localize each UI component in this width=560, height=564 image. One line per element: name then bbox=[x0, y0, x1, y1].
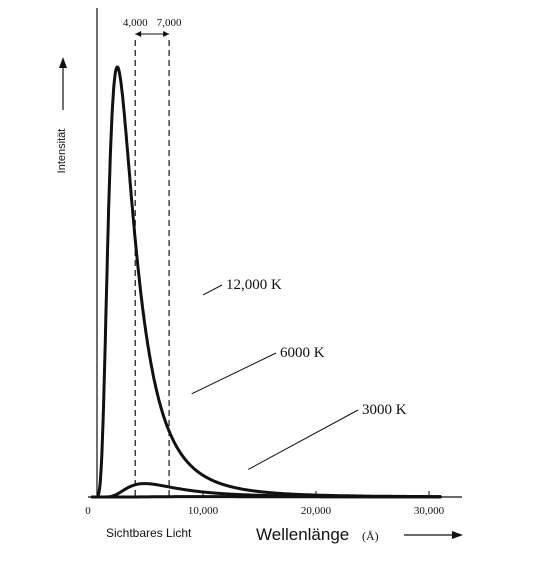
y-axis-title: Intensität bbox=[56, 129, 68, 174]
y-axis-title-group: Intensität bbox=[56, 57, 68, 173]
y-axis-arrowhead-icon bbox=[59, 57, 67, 68]
series-label: 12,000 K bbox=[226, 277, 282, 293]
series-leader-line bbox=[202, 284, 223, 296]
series-curves bbox=[90, 65, 442, 499]
x-tick-label: 0 bbox=[85, 505, 91, 517]
x-axis-unit: (Å) bbox=[362, 529, 379, 543]
series-label: 6000 K bbox=[280, 345, 325, 361]
series-labels: 12,000 K 6000 K 3000 K bbox=[191, 277, 407, 470]
series-leader-line bbox=[191, 352, 277, 395]
band-arrow-right-icon bbox=[163, 31, 170, 37]
x-tick-label: 30,000 bbox=[414, 505, 445, 517]
x-axis-title-group: Wellenlänge (Å) bbox=[256, 525, 463, 544]
x-ticks: 0 10,000 20,000 30,000 bbox=[85, 491, 445, 517]
visible-light-label: Sichtbares Licht bbox=[106, 526, 192, 540]
x-axis-title: Wellenlänge bbox=[256, 525, 349, 544]
x-tick-label: 20,000 bbox=[301, 505, 332, 517]
series-label: 3000 K bbox=[362, 402, 407, 418]
x-axis-arrowhead-icon bbox=[452, 531, 463, 539]
axes bbox=[88, 8, 462, 498]
band-end-label: 7,000 bbox=[157, 17, 182, 29]
band-start-label: 4,000 bbox=[123, 17, 148, 29]
band-arrow-left-icon bbox=[135, 31, 142, 37]
series-leader-line bbox=[247, 409, 359, 470]
visible-light-band: 4,000 7,000 bbox=[123, 17, 182, 497]
x-tick-label: 10,000 bbox=[188, 505, 219, 517]
